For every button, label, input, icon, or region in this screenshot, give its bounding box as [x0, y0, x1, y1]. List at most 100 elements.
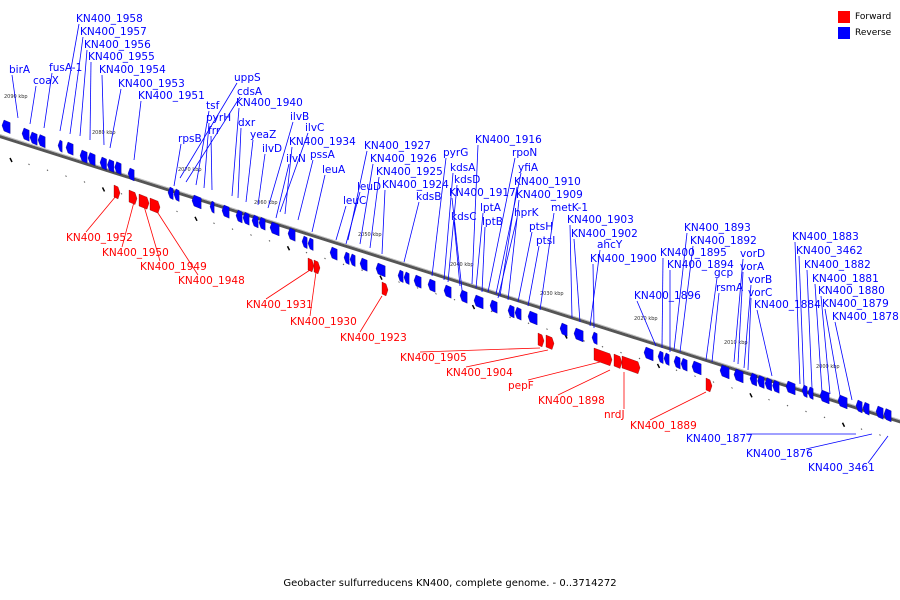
reverse-leader-line [679, 245, 694, 353]
reverse-gene-block [573, 327, 584, 343]
reverse-leader-line [311, 174, 326, 233]
reverse-gene-block [757, 375, 765, 389]
forward-gene-label: KN400_1898 [538, 395, 605, 407]
reverse-leader-line [267, 121, 294, 209]
reverse-gene-label: ahcY [597, 239, 623, 251]
legend: Forward Reverse [838, 9, 891, 41]
forward-gene-label: KN400_1948 [178, 275, 245, 287]
reverse-gene-label: ilvB [290, 111, 309, 123]
reverse-gene-block [21, 127, 30, 142]
reverse-leader-line [794, 241, 801, 385]
reverse-gene-block [663, 352, 670, 366]
ruler-tick [675, 369, 678, 372]
reverse-gene-block [733, 368, 744, 384]
reverse-gene-label: yfiA [518, 162, 539, 174]
reverse-leader-line [101, 74, 105, 146]
ruler-tick [490, 310, 493, 313]
reverse-gene-block [807, 386, 814, 400]
reverse-gene-block [258, 217, 266, 231]
reverse-gene-block [167, 186, 174, 200]
ruler-tick [342, 263, 345, 266]
ruler-tick [324, 257, 326, 260]
reverse-gene-label: frr [208, 125, 221, 137]
ruler-tick [101, 187, 106, 192]
reverse-leader-line [673, 232, 688, 351]
reverse-gene-block [57, 139, 63, 153]
forward-gene-block [705, 377, 713, 393]
ruler-tick [731, 387, 733, 389]
ruler-tick [65, 175, 67, 178]
reverse-leader-line [539, 212, 555, 311]
forward-gene-block [613, 353, 623, 369]
reverse-gene-block [349, 253, 356, 267]
reverse-leader-line [743, 284, 752, 369]
backbone-line [0, 135, 900, 424]
reverse-leader-line [203, 122, 210, 189]
reverse-gene-label: kdsA [450, 162, 476, 174]
reverse-gene-block [65, 141, 74, 156]
ruler-tick [527, 322, 530, 325]
ruler-tick [268, 240, 271, 242]
reverse-leader-line [517, 231, 533, 303]
reverse-gene-label: gcp [714, 267, 733, 279]
reverse-leader-line [173, 143, 182, 187]
reverse-leader-line [806, 269, 813, 389]
ruler-tick [286, 245, 291, 251]
reverse-gene-label: KN400_1926 [370, 153, 437, 165]
reverse-gene-block [269, 221, 280, 237]
reverse-leader-line [737, 271, 744, 365]
scale-label: 2050 kbp [358, 232, 382, 238]
forward-gene-block [537, 332, 545, 348]
legend-label-forward: Forward [855, 12, 892, 22]
reverse-leader-line [814, 283, 823, 393]
reverse-gene-block [29, 131, 38, 146]
ruler-tick [435, 292, 437, 295]
ruler-tick [28, 163, 30, 166]
reverse-leader-line [335, 205, 347, 241]
reverse-leader-line [481, 226, 486, 293]
reverse-leader-line [636, 300, 657, 347]
reverse-leader-line [805, 433, 873, 450]
scale-label: 2070 kbp [178, 167, 202, 173]
reverse-leader-line [345, 191, 361, 245]
forward-gene-block [545, 334, 555, 350]
reverse-leader-line [231, 107, 240, 197]
reverse-gene-label: vorC [748, 287, 772, 299]
reverse-leader-line [747, 297, 752, 371]
ruler-tick [694, 375, 696, 378]
scale-label: 2030 kbp [540, 291, 564, 297]
forward-leader-line [649, 391, 707, 421]
reverse-gene-block [489, 299, 498, 314]
forward-leader-line [359, 295, 383, 333]
reverse-gene-block [443, 284, 452, 299]
reverse-gene-block [507, 304, 515, 319]
forward-leader-line [419, 347, 541, 353]
forward-gene-block [113, 184, 121, 200]
reverse-gene-label: vorA [740, 261, 765, 273]
reverse-gene-label: pyrG [443, 147, 468, 159]
reverse-gene-label: dxr [238, 117, 256, 129]
reverse-gene-label: tsf [206, 100, 220, 112]
forward-gene-block [313, 259, 321, 275]
reverse-leader-line [381, 189, 386, 255]
forward-leader-line [557, 369, 611, 396]
ruler-tick [379, 275, 383, 280]
reverse-gene-block [459, 289, 468, 304]
reverse-gene-label: KN400_1894 [667, 259, 734, 271]
reverse-gene-block [855, 399, 863, 414]
reverse-leader-line [79, 49, 88, 137]
ruler-tick [250, 234, 252, 236]
reverse-gene-label: KN400_1903 [567, 214, 634, 226]
reverse-gene-block [785, 380, 796, 396]
reverse-gene-block [209, 200, 215, 214]
forward-gene-label: KN400_1905 [400, 352, 467, 364]
reverse-gene-block [403, 271, 410, 285]
reverse-gene-label: KN400_1956 [84, 39, 151, 51]
reverse-gene-block [375, 262, 386, 278]
reverse-gene-label: rpsB [178, 133, 202, 145]
reverse-gene-label: leuC [343, 195, 366, 207]
ruler-tick [471, 304, 476, 310]
reverse-leader-line [257, 153, 266, 206]
ruler-tick [305, 251, 308, 254]
reverse-gene-label: KN400_1883 [792, 231, 859, 243]
